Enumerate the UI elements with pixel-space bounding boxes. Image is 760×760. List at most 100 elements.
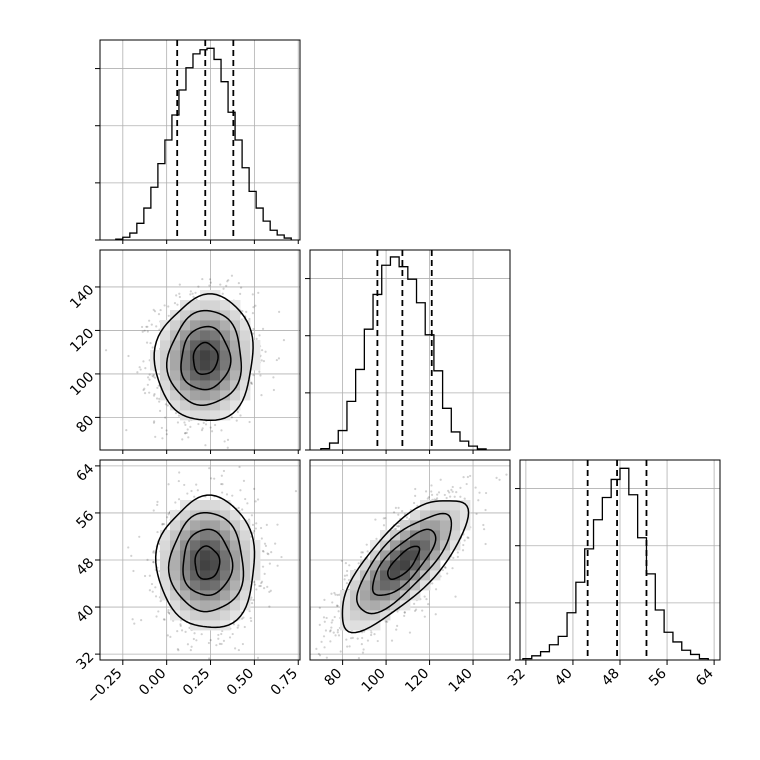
density-cell xyxy=(210,350,221,361)
density-cell xyxy=(200,610,211,621)
sample-point xyxy=(143,392,147,395)
sample-point xyxy=(361,551,364,554)
sample-point xyxy=(322,635,326,638)
density-cell xyxy=(240,550,251,561)
density-cell xyxy=(350,620,361,631)
contour-line xyxy=(165,309,243,406)
density-cell xyxy=(190,390,201,401)
density-cell xyxy=(180,330,191,341)
density-cell xyxy=(200,600,211,611)
sample-point xyxy=(239,489,242,492)
y-tick-label: 64 xyxy=(73,461,97,485)
sample-point xyxy=(189,649,192,652)
density-cell xyxy=(170,520,181,531)
sample-point xyxy=(431,582,434,585)
sample-point xyxy=(498,478,501,481)
sample-point xyxy=(237,624,240,627)
density-cell xyxy=(450,520,461,531)
density-cell xyxy=(380,580,391,591)
x-tick-label: 140 xyxy=(446,666,476,696)
sample-point xyxy=(160,426,163,430)
sample-point xyxy=(185,431,188,434)
contour-line xyxy=(341,500,470,634)
sample-point xyxy=(339,650,342,653)
density-cell xyxy=(250,570,261,581)
density-cell xyxy=(180,360,191,371)
sample-point xyxy=(245,310,248,313)
density-cell xyxy=(230,330,241,341)
panel-background xyxy=(100,40,300,240)
sample-point xyxy=(456,555,459,558)
density-cell xyxy=(190,300,201,311)
sample-point xyxy=(148,391,151,394)
sample-point xyxy=(213,423,217,427)
density-cell xyxy=(230,510,241,521)
density-cell xyxy=(420,580,431,591)
sample-point xyxy=(200,633,203,636)
panel-background xyxy=(310,250,510,450)
sample-point xyxy=(270,551,273,554)
sample-point xyxy=(197,285,200,288)
density-cell xyxy=(370,620,381,631)
density-cell xyxy=(200,320,211,331)
density-cell xyxy=(210,590,221,601)
sample-point xyxy=(268,605,271,608)
density-cell xyxy=(210,550,221,561)
sample-point xyxy=(329,629,332,632)
y-tick-label: 120 xyxy=(67,325,97,355)
sample-point xyxy=(146,558,149,561)
sample-point xyxy=(240,617,244,620)
histogram-panel-p2 xyxy=(515,459,721,661)
sample-point xyxy=(184,630,187,634)
density-cell xyxy=(180,310,191,321)
density-cell xyxy=(220,550,231,561)
density-cell xyxy=(170,510,181,521)
sample-point xyxy=(482,528,486,531)
density-cell xyxy=(400,590,411,601)
density-cell xyxy=(220,520,231,531)
sample-point xyxy=(166,404,169,407)
sample-point xyxy=(461,549,465,552)
sample-point xyxy=(253,487,256,490)
sample-point xyxy=(148,373,151,376)
density-cell xyxy=(170,580,181,591)
sample-point xyxy=(177,479,180,483)
sample-point xyxy=(373,633,376,636)
histogram-outline xyxy=(522,467,709,660)
sample-point xyxy=(152,560,155,564)
sample-point xyxy=(317,652,320,656)
density-cell xyxy=(220,560,231,571)
density-cell xyxy=(160,340,171,351)
sample-point xyxy=(208,284,211,287)
sample-point xyxy=(384,516,387,520)
sample-point xyxy=(414,608,418,611)
sample-point xyxy=(345,582,349,585)
sample-point xyxy=(318,654,322,657)
sample-point xyxy=(320,669,322,671)
sample-point xyxy=(340,559,343,562)
sample-point xyxy=(443,566,447,569)
density-cell xyxy=(240,540,251,551)
density-cell xyxy=(420,530,431,541)
density-cell xyxy=(210,540,221,551)
sample-point xyxy=(223,440,226,443)
sample-point xyxy=(237,648,240,652)
sample-point xyxy=(227,664,229,666)
density-cell xyxy=(400,520,411,531)
sample-point xyxy=(450,488,453,491)
density-cell xyxy=(190,530,201,541)
sample-point xyxy=(243,625,246,629)
sample-point xyxy=(384,620,387,623)
sample-point xyxy=(315,647,318,650)
sample-point xyxy=(152,550,155,553)
contour-line xyxy=(180,325,232,391)
sample-point xyxy=(193,495,196,498)
y-tick-label: 40 xyxy=(73,602,97,626)
density-cell xyxy=(180,520,191,531)
sample-point xyxy=(397,513,400,516)
sample-point xyxy=(146,383,149,386)
density-cell xyxy=(390,540,401,551)
sample-point xyxy=(258,334,261,337)
sample-point xyxy=(162,522,166,526)
sample-point xyxy=(197,422,200,426)
